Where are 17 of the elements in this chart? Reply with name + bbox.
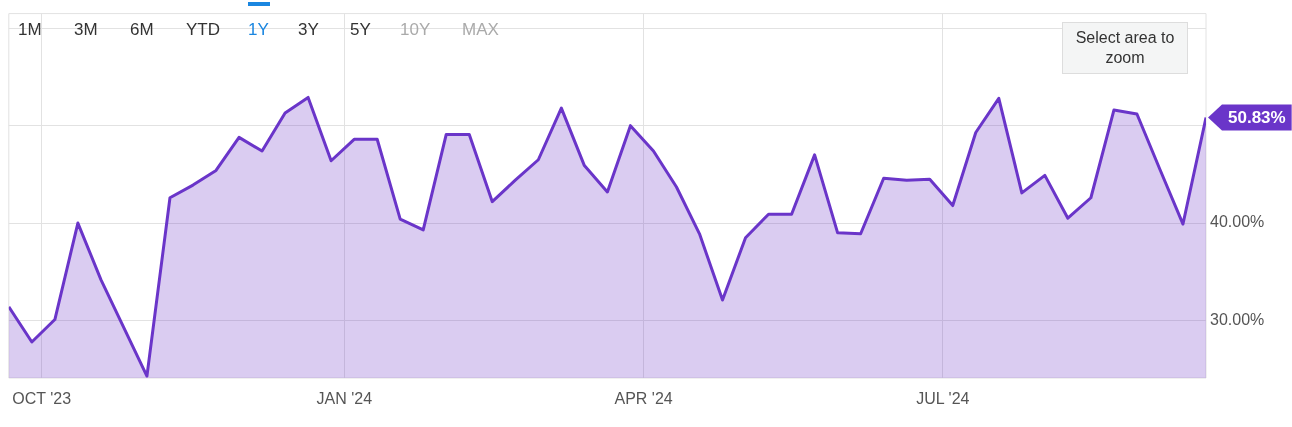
annotation: 1M: [18, 20, 42, 40]
x-tick-label: OCT '23: [12, 390, 72, 408]
annotation: 3M: [74, 20, 98, 40]
x-tick-label: JAN '24: [316, 390, 373, 408]
y-tick-label: 40.00%: [1210, 213, 1265, 231]
data-label: 50.83%: [1228, 108, 1286, 128]
annotation: Select area to zoom: [1062, 22, 1188, 74]
x-tick-label: JUL '24: [916, 390, 970, 408]
x-tick-label: APR '24: [614, 390, 673, 408]
annotation: MAX: [462, 20, 499, 40]
annotation: 6M: [130, 20, 154, 40]
annotation: 3Y: [298, 20, 319, 40]
annotation: YTD: [186, 20, 220, 40]
y-tick-label: 30.00%: [1210, 310, 1265, 328]
annotation: 5Y: [350, 20, 371, 40]
annotation: 10Y: [400, 20, 431, 40]
annotation: 1Y: [248, 20, 269, 40]
